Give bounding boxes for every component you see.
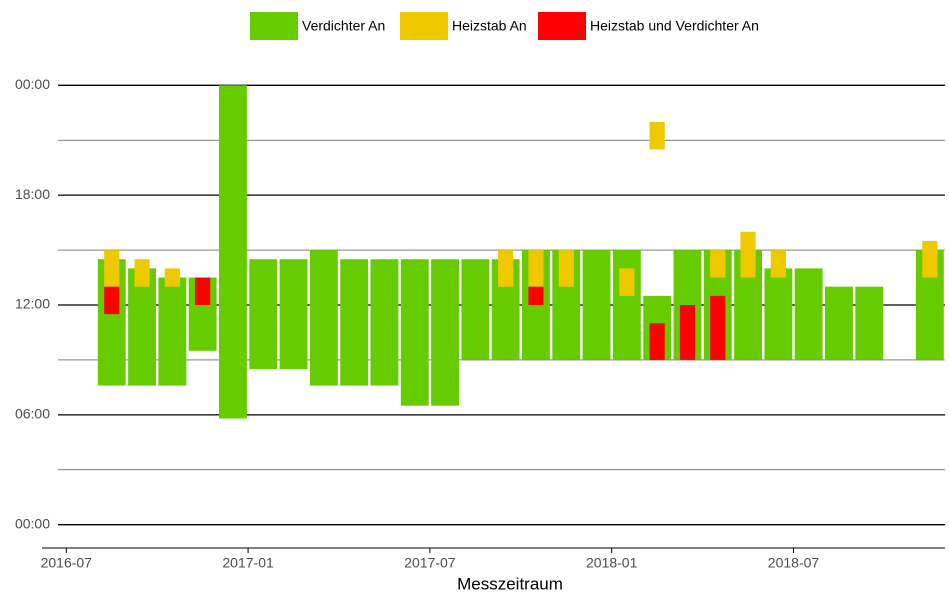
range-bar (104, 250, 120, 287)
range-bar (134, 259, 150, 287)
range-bar (340, 259, 369, 386)
range-bar (279, 259, 308, 370)
range-bar (128, 268, 156, 386)
range-bar (582, 250, 611, 360)
range-bar (528, 250, 544, 287)
x-tick-label: 2018-01 (586, 555, 638, 571)
range-bar (498, 250, 514, 287)
range-bar (740, 231, 756, 278)
x-tick-label: 2018-07 (768, 555, 820, 571)
range-bar (558, 250, 574, 287)
range-bar (461, 259, 490, 360)
range-bar (249, 259, 278, 370)
range-bar (612, 250, 641, 360)
range-bar (922, 240, 938, 278)
y-tick-label: 12:00 (15, 296, 50, 312)
legend-label: Verdichter An (302, 18, 385, 34)
range-bar (195, 277, 211, 305)
y-tick-label: 18:00 (15, 186, 50, 202)
range-bar (855, 286, 884, 360)
range-bar (649, 323, 665, 360)
range-bar (825, 286, 853, 360)
range-bar (528, 286, 544, 305)
range-bar (370, 259, 399, 386)
range-bar (219, 85, 247, 419)
range-bar (794, 268, 823, 360)
range-bar (649, 121, 665, 150)
x-tick-label: 2017-01 (222, 555, 274, 571)
x-tick-label: 2017-07 (404, 555, 456, 571)
legend-swatch (250, 12, 298, 40)
legend-label: Heizstab und Verdichter An (590, 18, 759, 34)
range-bar (764, 268, 793, 360)
range-bar (158, 277, 187, 386)
range-bar (309, 250, 338, 386)
x-tick-label: 2016-07 (41, 555, 93, 571)
range-bar (710, 295, 726, 360)
range-bar (164, 268, 180, 287)
range-bar (770, 250, 786, 278)
legend-swatch (538, 12, 586, 40)
range-bar (104, 286, 120, 315)
y-tick-label: 06:00 (15, 406, 50, 422)
legend-swatch (400, 12, 448, 40)
x-axis-title: Messzeitraum (457, 574, 563, 593)
range-bar (619, 268, 635, 296)
legend-label: Heizstab An (452, 18, 527, 34)
range-bar (710, 250, 726, 278)
range-bar (679, 305, 696, 360)
range-bar (431, 259, 459, 406)
range-bar (400, 259, 429, 406)
y-tick-label: 00:00 (15, 515, 50, 531)
y-tick-label: 00:00 (15, 76, 50, 92)
